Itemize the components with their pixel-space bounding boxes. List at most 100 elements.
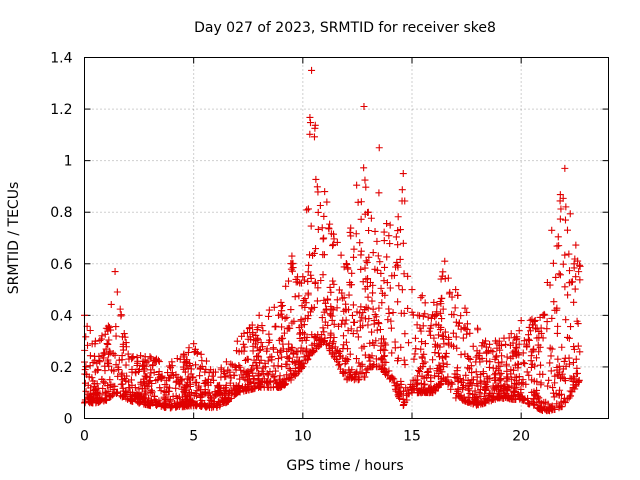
- data-point: [329, 306, 337, 314]
- data-point: [418, 292, 426, 300]
- data-point-peak: [288, 252, 296, 260]
- data-point: [161, 381, 169, 389]
- data-point: [93, 380, 101, 388]
- data-point: [106, 349, 114, 357]
- data-point: [257, 339, 265, 347]
- grid-layer: [84, 57, 609, 419]
- data-point-peak: [321, 188, 329, 196]
- data-point: [515, 349, 523, 357]
- data-point: [206, 396, 214, 404]
- data-point: [147, 354, 155, 362]
- data-point: [452, 318, 460, 326]
- data-points: [81, 66, 584, 415]
- data-point: [377, 269, 385, 277]
- data-point: [543, 318, 551, 326]
- data-point: [401, 361, 409, 369]
- data-point: [337, 251, 345, 259]
- data-point: [494, 359, 502, 367]
- data-point: [174, 373, 182, 381]
- data-point: [306, 130, 314, 138]
- data-point: [569, 377, 577, 385]
- data-point: [360, 164, 368, 172]
- data-point: [228, 389, 236, 397]
- data-point: [530, 395, 538, 403]
- data-point: [292, 275, 300, 283]
- data-point: [293, 370, 301, 378]
- data-point-peak: [146, 353, 154, 361]
- data-point: [561, 216, 569, 224]
- data-point: [427, 314, 435, 322]
- data-point: [162, 389, 170, 397]
- data-point: [321, 299, 329, 307]
- data-point: [515, 360, 523, 368]
- data-point: [525, 371, 533, 379]
- data-point: [419, 360, 427, 368]
- data-point: [217, 373, 225, 381]
- data-point: [507, 366, 515, 374]
- data-point: [465, 354, 473, 362]
- data-point: [185, 395, 193, 403]
- data-point: [503, 373, 511, 381]
- data-point: [208, 372, 216, 380]
- chart-title: Day 027 of 2023, SRMTID for receiver ske…: [194, 20, 496, 36]
- data-point: [107, 300, 115, 308]
- data-point: [298, 302, 306, 310]
- y-tick-label: 0.6: [50, 257, 72, 273]
- data-point: [294, 348, 302, 356]
- data-point: [337, 352, 345, 360]
- data-point: [369, 289, 377, 297]
- data-point: [256, 359, 264, 367]
- data-point: [193, 378, 201, 386]
- data-point: [371, 227, 379, 235]
- data-point: [101, 330, 109, 338]
- data-point: [346, 373, 354, 381]
- data-point: [185, 344, 193, 352]
- data-point: [500, 385, 508, 393]
- data-point: [326, 310, 334, 318]
- data-point: [366, 354, 374, 362]
- data-point: [86, 395, 94, 403]
- data-point: [421, 358, 429, 366]
- data-point: [437, 366, 445, 374]
- data-point: [279, 340, 287, 348]
- data-point: [369, 249, 377, 257]
- data-point: [430, 334, 438, 342]
- data-point: [303, 355, 311, 363]
- data-point: [284, 354, 292, 362]
- data-point: [454, 292, 462, 300]
- data-point: [244, 335, 252, 343]
- data-point: [358, 360, 366, 368]
- data-point: [575, 376, 583, 384]
- data-point: [349, 330, 357, 338]
- data-point: [266, 353, 274, 361]
- data-point: [425, 327, 433, 335]
- data-point: [352, 369, 360, 377]
- data-point: [482, 349, 490, 357]
- data-point: [236, 387, 244, 395]
- data-point: [441, 328, 449, 336]
- data-point: [118, 369, 126, 377]
- data-point: [195, 382, 203, 390]
- data-point: [333, 304, 341, 312]
- data-point: [361, 373, 369, 381]
- data-point: [265, 306, 273, 314]
- data-point: [154, 356, 162, 364]
- data-point: [395, 392, 403, 400]
- data-point: [555, 270, 563, 278]
- data-point: [569, 384, 577, 392]
- data-point: [461, 304, 469, 312]
- data-point: [96, 336, 104, 344]
- x-tick-label: 20: [512, 429, 530, 445]
- data-point: [168, 403, 176, 411]
- data-point: [198, 391, 206, 399]
- data-point: [380, 228, 388, 236]
- data-point: [106, 323, 114, 331]
- data-point: [562, 316, 570, 324]
- data-point: [188, 397, 196, 405]
- data-point: [515, 340, 523, 348]
- data-point: [105, 362, 113, 370]
- data-point: [265, 312, 273, 320]
- data-point-peak: [548, 226, 556, 234]
- data-point: [278, 363, 286, 371]
- data-point: [86, 362, 94, 370]
